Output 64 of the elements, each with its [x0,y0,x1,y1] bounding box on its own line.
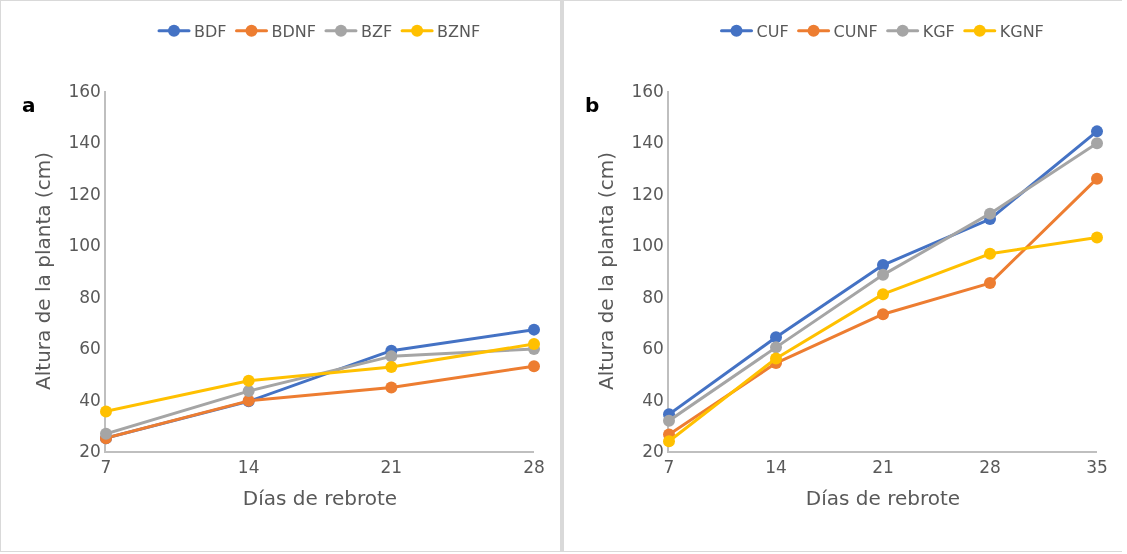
x-axis-title: Días de rebrote [805,486,961,511]
point [770,341,782,354]
legend-label: CUF [756,21,789,41]
y-tick-label: 60 [79,338,101,359]
y-tick-label: 160 [68,80,101,101]
x-tick-label: 7 [663,457,675,478]
point [877,268,889,281]
point [984,247,996,260]
point [1091,231,1103,244]
y-tick-label: 140 [68,132,101,153]
point [528,338,540,351]
point [1091,137,1103,150]
point [242,385,255,398]
y-tick-label: 80 [642,286,664,307]
x-tick-label: 21 [380,457,403,478]
y-tick-label: 120 [631,183,664,204]
legend-label: BZNF [437,21,481,41]
y-tick-label: 40 [642,389,664,410]
point [528,360,540,373]
legend-label: KGF [922,21,955,41]
x-tick-label: 14 [765,457,787,478]
y-tick-label: 60 [642,338,664,359]
point [877,308,889,321]
legend-label: KGNF [999,21,1044,41]
point [385,360,398,373]
legend-label: BDNF [271,21,316,41]
x-tick-label: 35 [1086,457,1108,478]
y-tick-label: 160 [631,80,664,101]
x-tick-label: 7 [100,457,112,478]
point [528,323,540,336]
point [100,405,112,418]
point [385,381,398,394]
text: a [22,93,36,117]
x-tick-label: 21 [872,457,894,478]
y-axis-title: Altura de la planta (cm) [31,152,56,390]
y-axis-title: Altura de la planta (cm) [594,152,619,390]
point [1091,125,1103,138]
y-tick-label: 20 [642,440,664,461]
point [100,427,112,440]
x-tick-label: 28 [523,457,545,478]
y-tick-label: 80 [79,286,101,307]
legend-label: BZF [360,21,393,41]
y-tick-label: 100 [631,235,664,256]
x-axis-title: Días de rebrote [242,486,398,511]
x-tick-label: 28 [979,457,1001,478]
y-tick-label: 20 [79,440,101,461]
point [770,331,782,344]
y-tick-label: 40 [79,389,101,410]
point [663,414,675,427]
point [984,207,996,220]
y-tick-label: 120 [68,183,101,204]
point [385,350,398,363]
point [877,288,889,301]
point [242,374,255,387]
y-tick-label: 100 [68,235,101,256]
point [1091,172,1103,185]
point [663,435,675,448]
point [770,352,782,365]
point [984,277,996,290]
x-tick-label: 14 [237,457,260,478]
text: b [585,93,600,117]
y-tick-label: 140 [631,132,664,153]
legend-label: BDF [194,21,227,41]
legend-label: CUNF [833,21,878,41]
